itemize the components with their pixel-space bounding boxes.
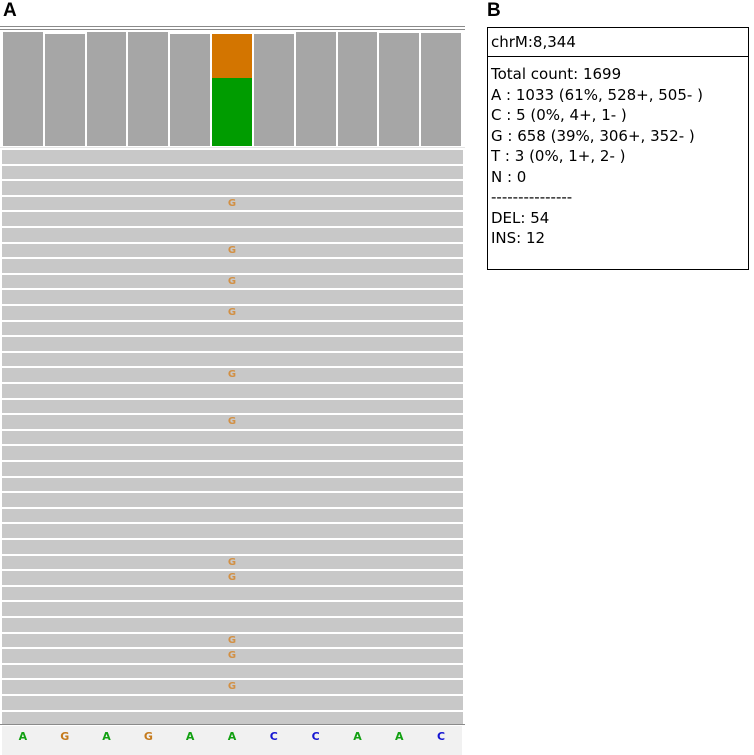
reference-divider bbox=[0, 724, 465, 725]
mismatch-base: G bbox=[227, 307, 237, 318]
coverage-bar[interactable] bbox=[170, 34, 211, 146]
reference-base: A bbox=[353, 730, 362, 743]
popup-separator: --------------- bbox=[491, 188, 573, 206]
reference-base: A bbox=[395, 730, 404, 743]
coverage-divider bbox=[0, 147, 465, 148]
popup-deletions: DEL: 54 bbox=[491, 208, 550, 227]
coverage-bar[interactable] bbox=[379, 33, 420, 146]
read-row[interactable] bbox=[2, 399, 463, 414]
read-row[interactable] bbox=[2, 446, 463, 460]
read-row[interactable] bbox=[2, 337, 463, 351]
popup-count-c: C : 5 (0%, 4+, 1- ) bbox=[491, 106, 627, 124]
reference-base: A bbox=[18, 730, 28, 743]
read-row[interactable] bbox=[2, 664, 463, 679]
read-row[interactable] bbox=[2, 462, 463, 476]
mismatch-base: G bbox=[227, 369, 237, 381]
read-row[interactable] bbox=[2, 524, 463, 538]
read-row[interactable]: G bbox=[2, 571, 463, 585]
top-border bbox=[0, 26, 465, 27]
reference-base: A bbox=[102, 730, 111, 743]
read-row[interactable] bbox=[2, 259, 463, 273]
read-row[interactable]: G bbox=[2, 555, 463, 570]
read-row[interactable] bbox=[2, 212, 463, 226]
reference-base: A bbox=[185, 730, 195, 743]
mismatch-base: G bbox=[227, 275, 237, 287]
read-row[interactable]: G bbox=[2, 306, 463, 320]
read-row[interactable] bbox=[2, 711, 463, 726]
read-row[interactable] bbox=[2, 430, 463, 445]
read-row[interactable] bbox=[2, 181, 463, 195]
reference-base: C bbox=[437, 730, 446, 743]
read-row[interactable]: G bbox=[2, 680, 463, 694]
read-row[interactable]: G bbox=[2, 649, 463, 663]
mismatch-base: G bbox=[227, 556, 237, 568]
coverage-bar[interactable] bbox=[337, 32, 378, 146]
coverage-bar[interactable] bbox=[3, 32, 43, 146]
popup-count-a: A : 1033 (61%, 528+, 505- ) bbox=[491, 85, 703, 104]
read-row[interactable] bbox=[2, 508, 463, 523]
panel-label-a: A bbox=[3, 0, 17, 21]
read-row[interactable]: G bbox=[2, 368, 463, 382]
mismatch-base: G bbox=[227, 650, 237, 662]
coverage-bar[interactable] bbox=[44, 34, 85, 146]
mismatch-base: G bbox=[227, 197, 237, 209]
read-row[interactable] bbox=[2, 618, 463, 632]
reference-base: C bbox=[269, 730, 278, 743]
read-row[interactable] bbox=[2, 228, 463, 242]
reference-base: A bbox=[227, 730, 237, 743]
read-row[interactable]: G bbox=[2, 274, 463, 289]
read-row[interactable] bbox=[2, 540, 463, 554]
coverage-bar[interactable] bbox=[86, 32, 127, 146]
read-row[interactable]: G bbox=[2, 633, 463, 648]
popup-count-t: T : 3 (0%, 1+, 2- ) bbox=[491, 147, 626, 165]
read-row[interactable] bbox=[2, 165, 463, 180]
locus-info-popup: chrM:8,344 Total count: 1699 A : 1033 (6… bbox=[487, 27, 749, 270]
top-border-inner bbox=[0, 29, 465, 30]
read-row[interactable]: G bbox=[2, 243, 463, 258]
popup-count-g: G : 658 (39%, 306+, 352- ) bbox=[491, 126, 695, 145]
coverage-track[interactable] bbox=[2, 32, 462, 146]
popup-locus-title: chrM:8,344 bbox=[488, 28, 748, 57]
popup-insertions: INS: 12 bbox=[491, 229, 546, 247]
popup-count-n: N : 0 bbox=[491, 167, 527, 186]
coverage-bar[interactable] bbox=[253, 34, 294, 146]
mismatch-base: G bbox=[227, 244, 237, 256]
read-row[interactable] bbox=[2, 696, 463, 710]
mismatch-base: G bbox=[227, 634, 237, 646]
coverage-bar[interactable] bbox=[295, 32, 336, 146]
read-row[interactable] bbox=[2, 493, 463, 507]
read-row[interactable] bbox=[2, 586, 463, 601]
read-row[interactable] bbox=[2, 384, 463, 398]
reference-base: C bbox=[311, 730, 320, 743]
read-row[interactable] bbox=[2, 150, 463, 164]
mismatch-base: G bbox=[227, 416, 237, 428]
panel-label-b: B bbox=[487, 0, 501, 21]
read-row[interactable]: G bbox=[2, 415, 463, 429]
read-row[interactable]: G bbox=[2, 196, 463, 211]
coverage-segment-a bbox=[212, 78, 252, 146]
coverage-bar[interactable] bbox=[128, 32, 169, 146]
popup-total-count: Total count: 1699 bbox=[491, 65, 622, 83]
read-row[interactable] bbox=[2, 477, 463, 492]
coverage-bar[interactable] bbox=[212, 34, 252, 146]
read-row[interactable] bbox=[2, 352, 463, 367]
reference-base: G bbox=[60, 730, 70, 743]
mismatch-base: G bbox=[227, 681, 237, 693]
read-row[interactable] bbox=[2, 602, 463, 616]
read-row[interactable] bbox=[2, 321, 463, 336]
mismatch-base: G bbox=[227, 572, 237, 584]
coverage-bar[interactable] bbox=[421, 33, 461, 146]
popup-count-list: Total count: 1699 A : 1033 (61%, 528+, 5… bbox=[488, 57, 748, 249]
coverage-segment-g bbox=[212, 34, 252, 78]
read-row[interactable] bbox=[2, 290, 463, 304]
reference-base: G bbox=[143, 730, 153, 743]
